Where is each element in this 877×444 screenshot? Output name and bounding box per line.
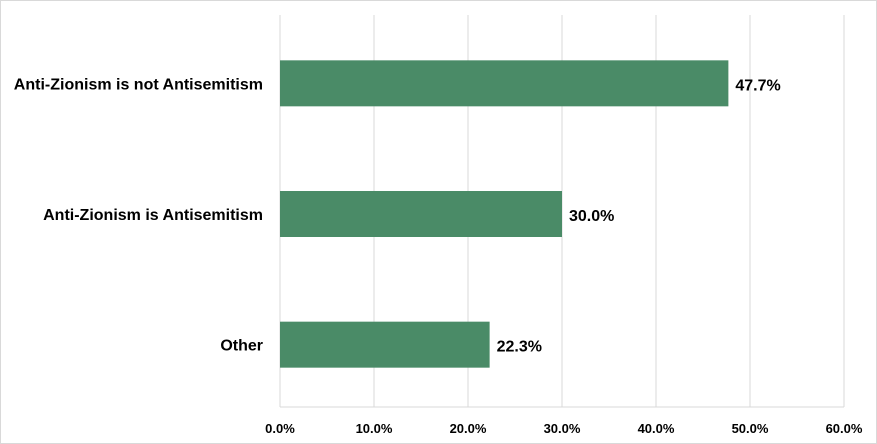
category-label: Anti-Zionism is Antisemitism	[43, 207, 263, 224]
data-label: 22.3%	[497, 339, 542, 356]
bar	[280, 191, 562, 237]
data-label: 30.0%	[569, 208, 614, 225]
labels: 0.0% 10.0% 20.0% 30.0% 40.0% 50.0% 60.0% Anti-Z…	[14, 76, 863, 436]
x-tick-label: 20.0%	[450, 421, 487, 436]
x-tick-label: 60.0%	[826, 421, 863, 436]
bar	[280, 321, 490, 368]
x-tick-label: 40.0%	[638, 421, 675, 436]
x-tick-label: 10.0%	[356, 421, 393, 436]
bar	[280, 60, 729, 107]
x-tick-label: 30.0%	[544, 421, 581, 436]
category-label: Other	[220, 338, 263, 355]
data-label: 47.7%	[735, 77, 780, 94]
category-label: Anti-Zionism is not Antisemitism	[14, 76, 263, 93]
x-tick-label: 50.0%	[732, 421, 769, 436]
bars	[280, 60, 729, 368]
x-tick-label: 0.0%	[265, 421, 295, 436]
